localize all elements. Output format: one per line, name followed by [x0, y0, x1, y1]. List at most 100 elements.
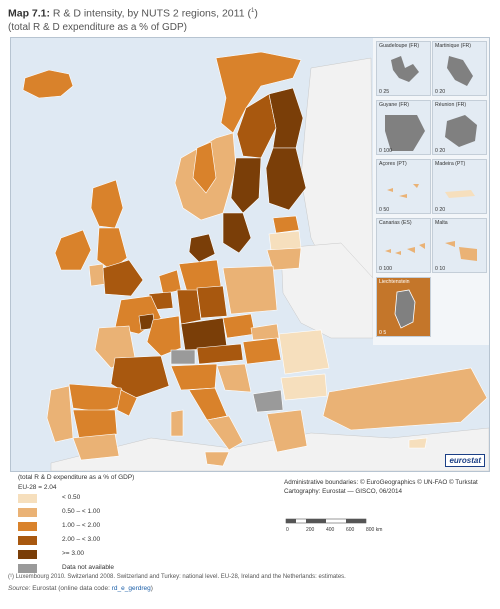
legend-label: 1.00 – < 2.00 [62, 522, 101, 529]
inset-scale: 0 20 [435, 207, 446, 213]
inset-guyane: Guyane (FR) 0 100 [376, 100, 431, 155]
ukraine-belarus-land [280, 242, 374, 339]
map-credits: Administrative boundaries: © EuroGeograp… [284, 478, 494, 496]
inset-madeira: Madeira (PT) 0 20 [432, 159, 487, 214]
legend-swatch [18, 522, 37, 531]
inset-label: Liechtenstein [379, 279, 410, 285]
legend-swatch [18, 550, 37, 559]
title-suffix: ) [254, 7, 258, 20]
inset-liechtenstein: Liechtenstein 0 5 [376, 277, 431, 337]
legend-items: < 0.50 0.50 – < 1.00 1.00 – < 2.00 2.00 – <… [18, 492, 238, 575]
martinique-shape [447, 56, 473, 86]
inset-scale: 0 20 [435, 148, 446, 154]
region-latvia [268, 230, 302, 251]
legend-eu-value: EU-28 = 2.04 [18, 484, 57, 491]
region-denmark [188, 233, 216, 263]
legend-item: < 0.50 [18, 492, 238, 505]
inset-scale: 0 100 [379, 148, 392, 154]
region-cyprus [408, 437, 428, 449]
north-africa-land [50, 427, 489, 471]
inset-malta: Malta 0 10 [432, 218, 487, 273]
map-frame: Guadeloupe (FR) 0 25 Martinique (FR) 0 2… [10, 37, 490, 472]
region-ireland [54, 229, 92, 271]
inset-label: Canarias (ES) [379, 220, 412, 226]
title-note-ref: 1 [250, 8, 255, 14]
region-austria [196, 343, 244, 365]
inset-label: Açores (PT) [379, 161, 407, 167]
legend-swatch [18, 508, 37, 517]
region-hungary [242, 337, 282, 365]
scale-bar-segment [346, 519, 366, 523]
scale-bar-segment [306, 519, 326, 523]
region-turkey [322, 367, 488, 431]
guyane-shape [385, 115, 425, 151]
region-france-south [110, 355, 170, 399]
credits-cartography: Cartography: Eurostat — GISCO, 06/2014 [284, 488, 402, 495]
map-title-text: R & D intensity, by NUTS 2 regions, 2011… [50, 7, 251, 20]
scale-tick-label: 800 km [366, 527, 382, 533]
inset-label: Réunion (FR) [435, 102, 467, 108]
region-italy-north [170, 363, 218, 391]
scale-tick-label: 600 [346, 527, 355, 533]
europe-map [22, 51, 489, 471]
liechtenstein-shape [394, 289, 416, 329]
region-spain-south [72, 433, 120, 461]
source-end: ) [150, 585, 153, 592]
scale-bar-segment [286, 519, 296, 523]
legend-item: 0.50 – < 1.00 [18, 506, 238, 519]
source-label: Source: [8, 585, 31, 592]
legend-swatch [18, 564, 37, 573]
inset-scale: 0 5 [379, 330, 387, 336]
region-finland-south [265, 147, 307, 211]
inset-martinique: Martinique (FR) 0 20 [432, 41, 487, 96]
region-lithuania [266, 247, 302, 271]
legend-item: 2.00 – < 3.00 [18, 534, 238, 547]
legend-label: Data not available [62, 564, 115, 571]
region-sicily [204, 451, 230, 467]
canarias-shape [385, 243, 425, 255]
footnote: (¹) Luxembourg 2010. Switzerland 2008. S… [8, 574, 346, 580]
legend-item: Data not available [18, 562, 238, 575]
region-portugal [46, 385, 74, 443]
map-legend: (total R & D expenditure as a % of GDP) … [18, 474, 238, 575]
region-wales [88, 263, 106, 287]
region-spain-north [68, 383, 130, 413]
inset-guadeloupe: Guadeloupe (FR) 0 25 [376, 41, 431, 96]
region-germany-south [180, 317, 228, 351]
region-norway-north [215, 51, 302, 134]
inset-canarias: Canarias (ES) 0 100 [376, 218, 431, 273]
region-spain-centre [72, 409, 118, 439]
scale-tick-label: 400 [326, 527, 335, 533]
region-sweden-middle [230, 157, 262, 214]
region-italy-south [206, 415, 244, 451]
scale-labels: 0 200 400 600 800 km [286, 527, 382, 533]
inset-reunion: Réunion (FR) 0 20 [432, 100, 487, 155]
inset-label: Guadeloupe (FR) [379, 43, 420, 49]
region-greece [266, 409, 308, 453]
region-slovakia [250, 323, 280, 341]
region-sardinia [170, 409, 184, 437]
region-switzerland [170, 349, 196, 365]
region-italy-centre [188, 387, 228, 421]
region-catalonia [116, 389, 138, 417]
region-scotland [90, 179, 124, 229]
map-title: Map 7.1: R & D intensity, by NUTS 2 regi… [8, 5, 488, 21]
region-germany-east [196, 285, 228, 319]
inset-scale: 0 50 [379, 207, 390, 213]
region-romania [278, 329, 330, 375]
region-slovenia-croatia [216, 363, 252, 393]
inset-panel: Guadeloupe (FR) 0 25 Martinique (FR) 0 2… [373, 38, 489, 345]
scale-tick-label: 200 [306, 527, 315, 533]
credits-boundaries: Administrative boundaries: © EuroGeograp… [284, 479, 478, 486]
legend-label: 2.00 – < 3.00 [62, 536, 101, 543]
map-number: Map 7.1: [8, 7, 51, 20]
eurostat-logo: eurostat [445, 454, 485, 467]
region-czech [222, 313, 256, 339]
region-sweden-south [222, 212, 252, 254]
inset-scale: 0 25 [379, 89, 390, 95]
region-bulgaria [280, 373, 328, 401]
guadeloupe-shape [391, 56, 419, 82]
legend-title: (total R & D expenditure as a % of GDP) [18, 474, 135, 481]
source-code-link[interactable]: rd_e_gerdreg [111, 585, 151, 592]
region-germany-west [176, 289, 202, 325]
